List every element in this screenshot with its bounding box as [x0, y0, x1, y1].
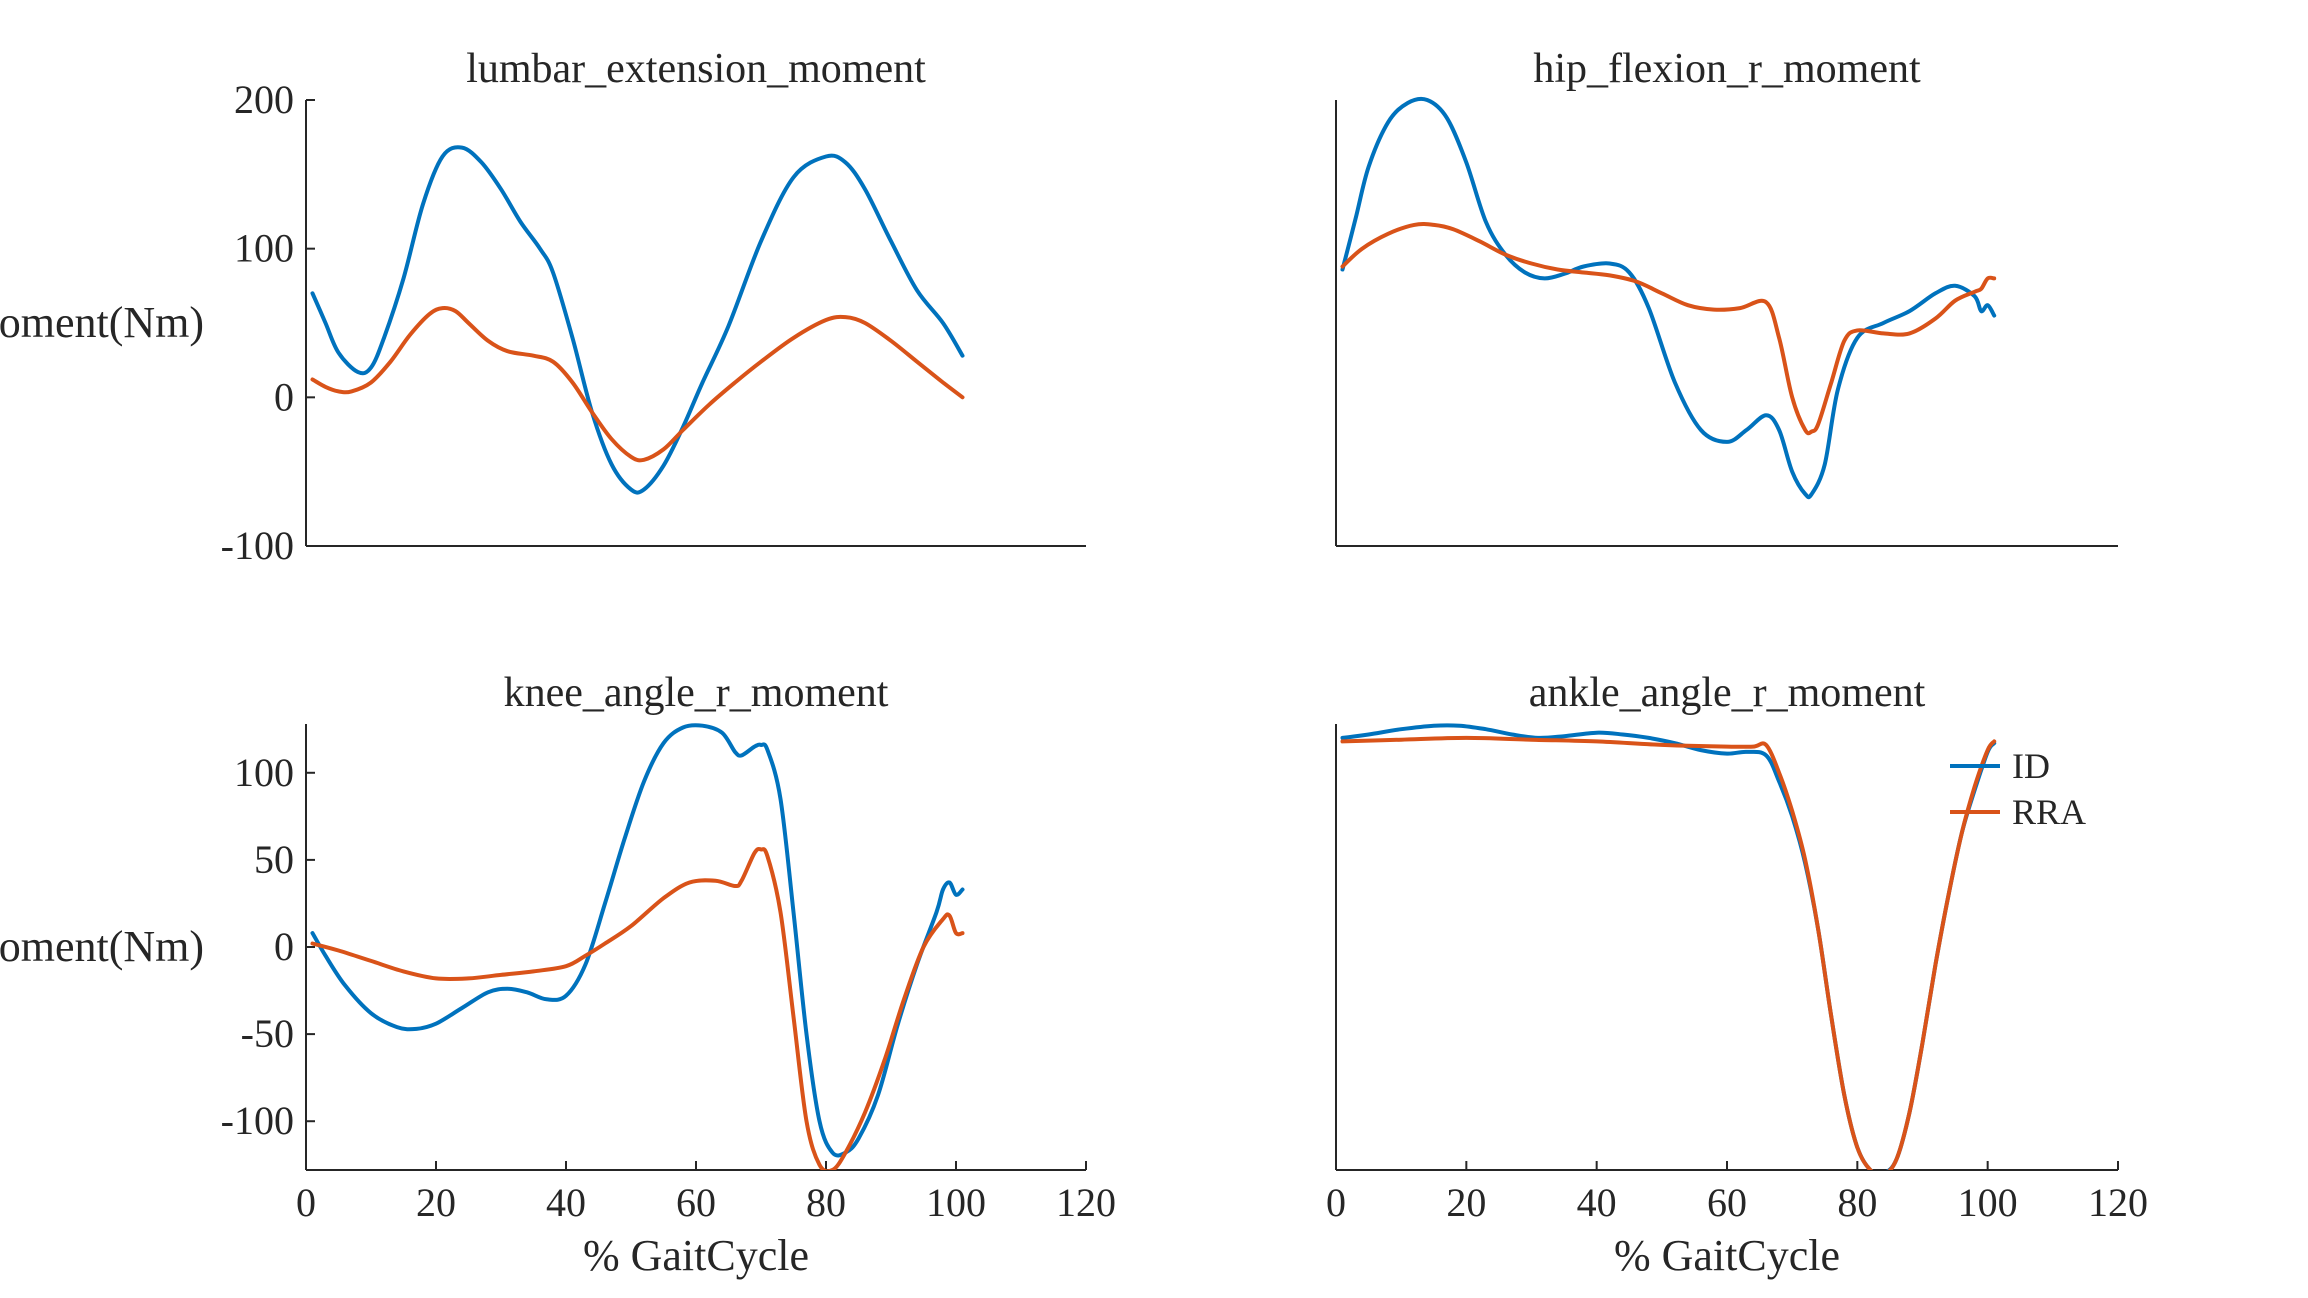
subplot-title: ankle_angle_r_moment [1529, 670, 1926, 716]
series-line-rra [1340, 222, 1997, 436]
series-line-id [310, 145, 965, 495]
y-tick-label: 100 [234, 226, 294, 271]
series-line-rra [1340, 735, 1997, 1170]
x-axis-label: % GaitCycle [583, 1231, 809, 1280]
subplot-title: knee_angle_r_moment [504, 670, 889, 716]
x-tick-label: 40 [546, 1180, 586, 1225]
x-tick-label: 80 [1837, 1180, 1877, 1225]
y-tick-label: 50 [254, 837, 294, 882]
legend-label: ID [2012, 746, 2050, 786]
series-line-id [310, 723, 965, 1158]
x-axis-label: % GaitCycle [1614, 1231, 1840, 1280]
series-line-rra [310, 846, 965, 1170]
x-tick-label: 120 [2088, 1180, 2148, 1225]
subplot-4: ankle_angle_r_moment 0 20 40 60 80 100 120 % Gai… [1326, 670, 2148, 1280]
y-tick-label: -100 [221, 523, 294, 568]
x-tick-label: 60 [1707, 1180, 1747, 1225]
subplot-3: knee_angle_r_moment -100 -50 0 50 100 0 20 40 60 8… [0, 670, 1116, 1280]
y-tick-label: 100 [234, 750, 294, 795]
y-axis-label: Moment(Nm) [0, 922, 204, 971]
x-tick-label: 60 [676, 1180, 716, 1225]
x-tick-label: 0 [296, 1180, 316, 1225]
subplot-title: lumbar_extension_moment [466, 46, 926, 92]
y-axis-label: Moment(Nm) [0, 298, 204, 347]
x-tick-label: 80 [806, 1180, 846, 1225]
y-tick-label: -100 [221, 1098, 294, 1143]
legend-label: RRA [2012, 792, 2086, 832]
legend: ID RRA [1950, 746, 2086, 832]
x-tick-label: 100 [1958, 1180, 2018, 1225]
series-line-id [1340, 96, 1997, 500]
series-line-id [1340, 723, 1997, 1170]
x-tick-label: 20 [1446, 1180, 1486, 1225]
x-tick-label: 100 [926, 1180, 986, 1225]
x-tick-label: 0 [1326, 1180, 1346, 1225]
y-tick-label: 0 [274, 374, 294, 419]
subplot-2: hip_flexion_r_moment [1335, 46, 2118, 547]
series-line-rra [310, 305, 965, 463]
subplot-title: hip_flexion_r_moment [1533, 46, 1921, 92]
x-tick-label: 20 [416, 1180, 456, 1225]
y-tick-label: 200 [234, 77, 294, 122]
y-tick-label: -50 [241, 1011, 294, 1056]
x-tick-label: 40 [1577, 1180, 1617, 1225]
subplot-1: lumbar_extension_moment -100 0 100 200 Moment… [0, 46, 1086, 568]
x-tick-label: 120 [1056, 1180, 1116, 1225]
y-tick-label: 0 [274, 924, 294, 969]
